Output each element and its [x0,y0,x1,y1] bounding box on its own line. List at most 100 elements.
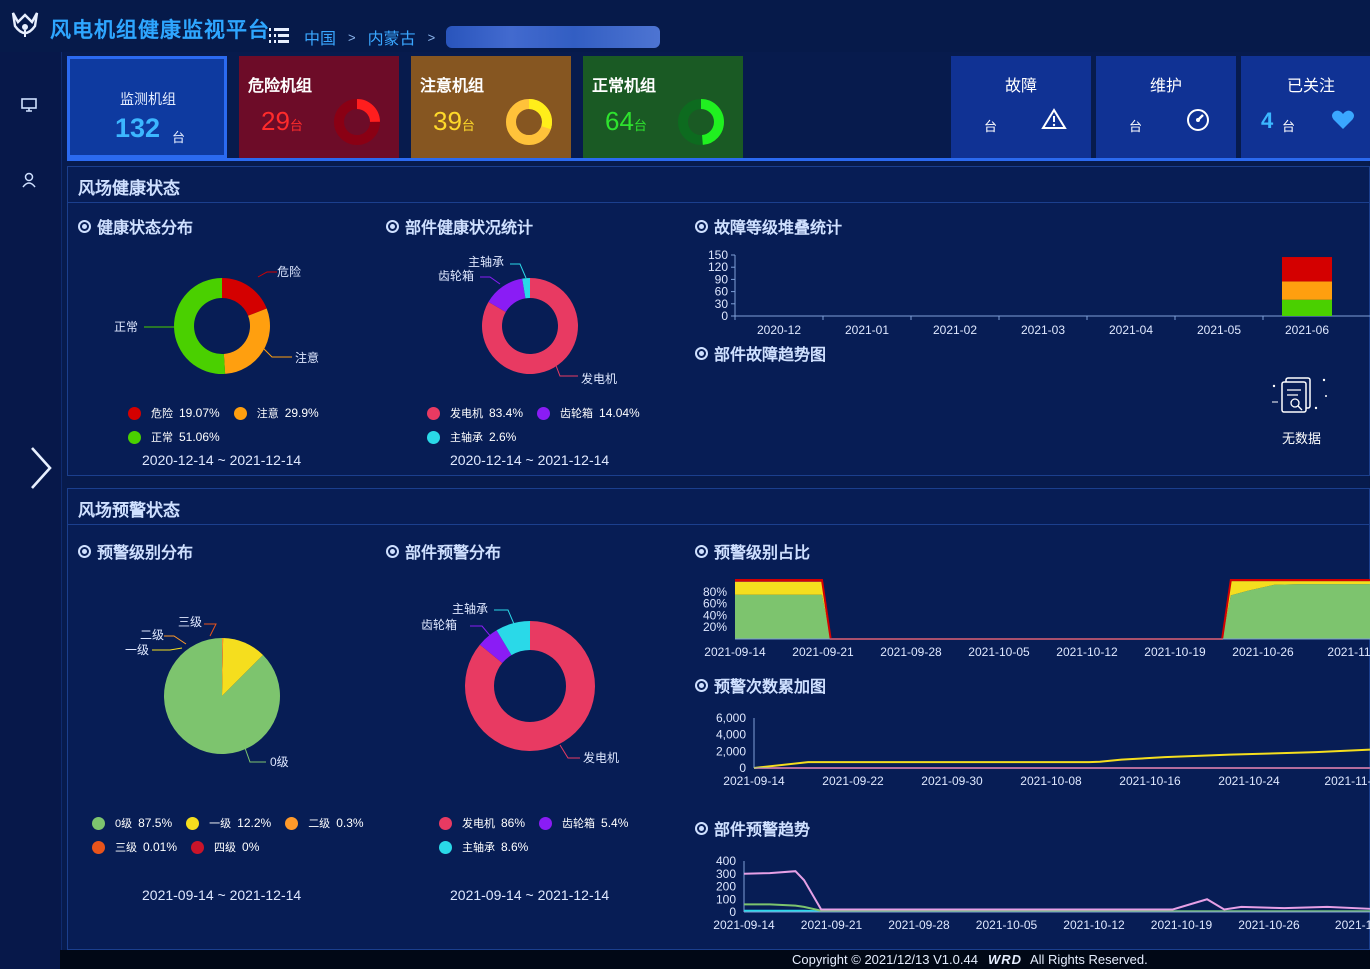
bullet-icon [78,544,91,558]
breadcrumb-item-china[interactable]: 中国 [304,31,337,48]
chevron-right-icon[interactable] [28,446,54,490]
label-generator: 发电机 [583,750,619,765]
x-tick-label: 2021-09-21 [792,645,854,659]
legend-item[interactable]: 主轴承 8.6% [439,839,528,855]
health-status-legend: 危险 19.07% 注意 29.9% 正常 51.06% [128,401,333,449]
warning-level-dist-title: 预警级别分布 [78,539,193,563]
legend-item[interactable]: 四级 0% [191,839,259,855]
y-tick-label: 4,000 [716,728,746,742]
monitored-units-label: 监测机组 [120,91,176,107]
x-tick-label: 2021-09-14 [713,918,775,932]
breadcrumb-separator: > [427,29,436,45]
normal-units-card[interactable]: 正常机组 64台 [583,56,743,158]
y-tick-label: 200 [716,880,736,894]
bullet-icon [695,219,708,233]
tree-menu-icon[interactable] [268,26,290,46]
legend-item[interactable]: 三级 0.01% [92,839,177,855]
y-tick-label: 100 [716,892,736,906]
warn-ring-icon [506,99,552,145]
legend-item[interactable]: 齿轮箱 14.04% [537,405,640,421]
stats-underline [67,158,1370,161]
legend-item[interactable]: 二级 0.3% [285,815,364,831]
app-title: 风电机组健康监视平台 [50,19,270,42]
y-tick-label: 2,000 [716,744,746,758]
x-tick-label: 2021-11- [1324,774,1370,788]
x-tick-label: 2021-05 [1197,323,1241,337]
y-tick-label: 0 [721,309,728,323]
y-tick-label: 0 [729,905,736,919]
legend-swatch [233,406,247,420]
area-band [735,581,1370,639]
legend-item[interactable]: 危险 19.07% [128,405,220,421]
series-line [743,870,1370,911]
x-tick-label: 2021-01 [845,323,889,337]
bullet-icon [695,346,708,360]
warn-units-card[interactable]: 注意机组 39台 [411,56,571,158]
user-icon[interactable] [20,171,38,189]
legend-item[interactable]: 齿轮箱 5.4% [539,815,628,831]
danger-units-card[interactable]: 危险机组 29台 [239,56,399,158]
breadcrumb-item-redacted[interactable] [446,26,660,48]
legend-item[interactable]: 一级 12.2% [186,815,271,831]
component-health-title: 部件健康状况统计 [386,214,533,238]
pie-slice-二级 [222,638,224,696]
maintenance-unit: 台 [1129,119,1143,134]
breadcrumb-item-inner-mongolia[interactable]: 内蒙古 [367,31,416,48]
fault-card[interactable]: 故障 台 [951,56,1091,158]
bullet-icon [386,219,399,233]
component-warning-legend: 发电机 86% 齿轮箱 5.4% 主轴承 8.6% [439,811,642,859]
y-tick-label: 20% [703,620,727,634]
pie-slice-注意 [223,308,270,374]
status-dist-title: 健康状态分布 [78,214,193,238]
legend-item[interactable]: 正常 51.06% [128,429,220,445]
warning-level-pie: 三级 二级 一级 0级 [125,615,289,769]
legend-item[interactable]: 注意 29.9% [233,405,319,421]
bullet-icon [695,544,708,558]
bullet-icon [695,678,708,692]
label-level3: 三级 [178,615,202,629]
legend-swatch [128,406,141,420]
y-tick-label: 120 [708,260,728,274]
x-tick-label: 2021-10-26 [1238,918,1300,932]
warn-units-value: 39台 [433,106,475,136]
pie-slice-齿轮箱 [479,630,512,664]
legend-item[interactable]: 0级 87.5% [92,815,172,831]
x-tick-label: 2021-10-24 [1218,774,1280,788]
monitored-units-card[interactable]: 监测机组 132 台 [67,56,227,158]
x-tick-label: 2021-09-28 [888,918,950,932]
legend-item[interactable]: 发电机 83.4% [427,405,523,421]
maintenance-card[interactable]: 维护 台 [1096,56,1236,158]
warning-icon [1041,108,1067,129]
legend-item[interactable]: 发电机 86% [439,815,525,831]
warn-units-label: 注意机组 [420,78,485,95]
x-tick-label: 2021-11 [1335,918,1370,932]
no-data-icon [1272,377,1327,413]
component-health-legend: 发电机 83.4% 齿轮箱 14.04% 主轴承 2.6% [427,401,654,449]
fault-trend-title: 部件故障趋势图 [695,341,826,365]
health-status-donut: 危险 注意 正常 [114,264,319,374]
followed-card[interactable]: 已关注 4 台 [1241,56,1370,158]
x-tick-label: 2021-06 [1285,323,1329,337]
pie-slice-齿轮箱 [488,278,526,312]
fault-label: 故障 [1004,78,1037,95]
area-band [735,584,1370,639]
stats-row: 监测机组 132 台 危险机组 29台 注意机组 39台 正常机组 64台 故障… [67,56,1370,161]
legend-swatch [92,816,105,830]
x-tick-label: 2021-09-22 [822,774,884,788]
label-level1: 一级 [125,643,149,657]
warning-cumulative-line-chart: 0 2,000 4,000 6,000 2021-09-14 2021-09-22 2021… [716,711,1370,788]
monitored-units-unit: 台 [172,130,186,145]
warning-ratio-title: 预警级别占比 [695,539,810,563]
x-tick-label: 2021-09-28 [880,645,942,659]
x-tick-label: 2021-03 [1021,323,1065,337]
pie-slice-危险 [222,278,267,316]
y-tick-label: 60 [715,285,729,299]
component-warning-trend-title: 部件预警趋势 [695,816,810,840]
legend-item[interactable]: 主轴承 2.6% [427,429,516,445]
monitor-icon[interactable] [20,96,38,114]
gauge-icon [1187,109,1209,131]
label-warn: 注意 [295,350,319,365]
x-tick-label: 2021-10-26 [1232,645,1294,659]
x-tick-label: 2021-10-12 [1063,918,1125,932]
